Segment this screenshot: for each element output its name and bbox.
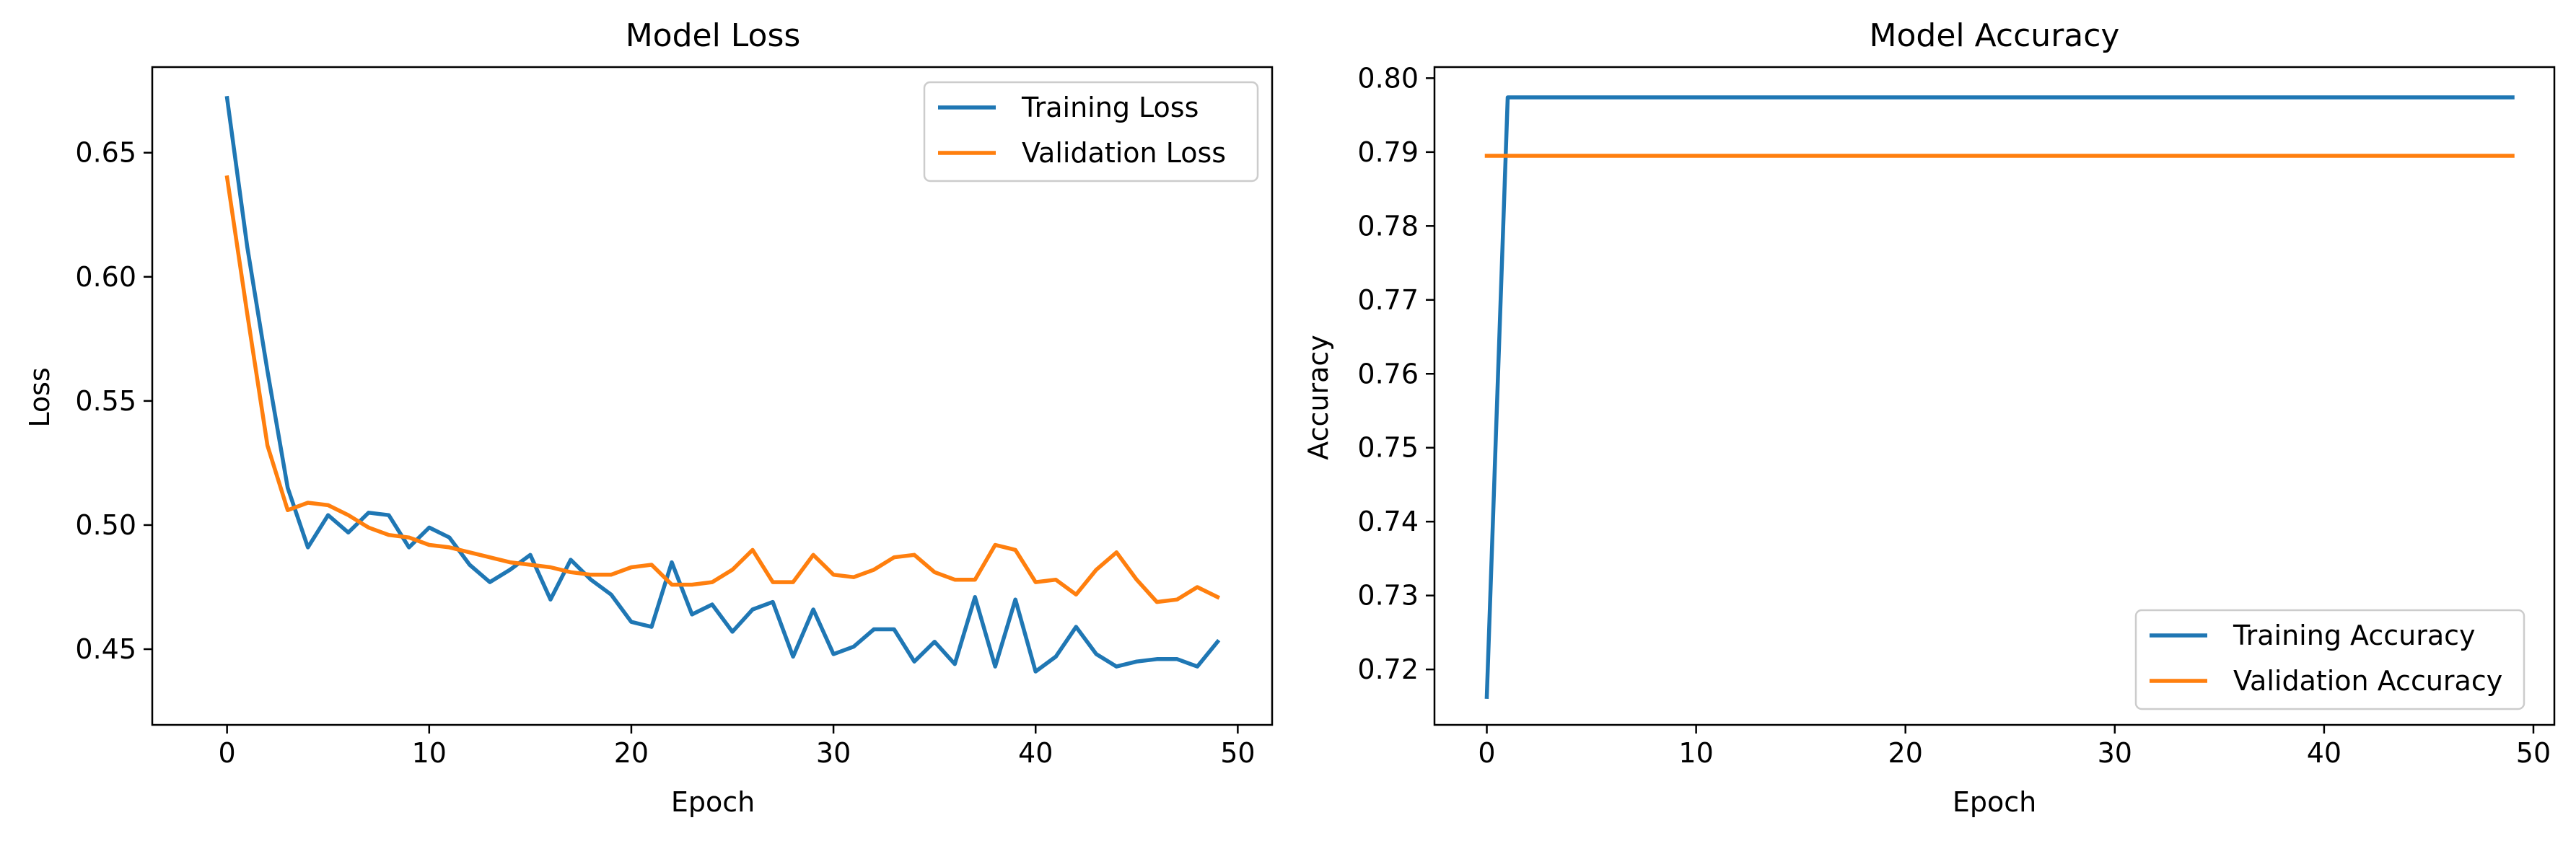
accuracy-x-tick-label: 20 [1888, 737, 1923, 769]
accuracy-y-tick-label: 0.76 [1357, 358, 1419, 389]
loss-chart: Model Loss 0 10 20 30 40 50 0.45 0.50 0.55 0.60 0.… [24, 17, 1274, 818]
loss-x-axis-label: Epoch [671, 786, 755, 818]
loss-x-tick-label: 50 [1220, 737, 1255, 769]
accuracy-chart-title: Model Accuracy [1870, 17, 2120, 54]
loss-legend: Training Loss Validation Loss [923, 81, 1259, 182]
accuracy-legend: Training Accuracy Validation Accuracy [2134, 609, 2525, 710]
accuracy-y-tick-label: 0.73 [1357, 580, 1419, 612]
loss-x-tick-label: 0 [219, 737, 236, 769]
loss-axes-frame [151, 66, 1274, 726]
loss-series-line-0 [224, 95, 1221, 674]
loss-x-tick-label: 30 [816, 737, 851, 769]
accuracy-y-tick-label: 0.72 [1357, 653, 1419, 685]
loss-legend-label-training: Training Loss [1021, 92, 1199, 123]
accuracy-x-tick-label: 50 [2516, 737, 2551, 769]
loss-x-tick-label: 10 [412, 737, 447, 769]
accuracy-x-tick-label: 10 [1678, 737, 1713, 769]
loss-plot-area [224, 95, 1221, 674]
accuracy-x-tick-label: 0 [1478, 737, 1495, 769]
accuracy-legend-box [2134, 609, 2525, 710]
loss-y-tick-label: 0.60 [75, 261, 136, 293]
loss-y-axis-label: Loss [24, 367, 56, 427]
accuracy-x-axis-label: Epoch [1953, 786, 2036, 818]
accuracy-y-tick-label: 0.79 [1357, 136, 1419, 168]
accuracy-legend-label-training: Training Accuracy [2233, 620, 2476, 651]
loss-y-tick-label: 0.45 [75, 633, 136, 665]
loss-legend-box [923, 81, 1259, 182]
accuracy-y-tick-label: 0.78 [1357, 210, 1419, 242]
loss-axes: 0 10 20 30 40 50 0.45 0.50 0.55 0.60 0.65 [75, 66, 1274, 769]
accuracy-y-tick-label: 0.80 [1357, 62, 1419, 94]
loss-legend-label-validation: Validation Loss [1022, 137, 1226, 169]
accuracy-y-tick-label: 0.77 [1357, 284, 1419, 316]
accuracy-y-axis-label: Accuracy [1302, 335, 1334, 460]
loss-x-tick-label: 40 [1018, 737, 1053, 769]
loss-chart-title: Model Loss [626, 17, 801, 54]
accuracy-plot-area [1484, 95, 2515, 699]
loss-series-line-1 [224, 175, 1221, 604]
accuracy-x-tick-label: 40 [2307, 737, 2341, 769]
loss-y-tick-label: 0.65 [75, 137, 136, 169]
loss-y-tick-label: 0.50 [75, 509, 136, 541]
accuracy-axes-frame [1433, 66, 2556, 726]
accuracy-y-tick-label: 0.74 [1357, 506, 1419, 537]
accuracy-chart: Model Accuracy 0 10 20 30 40 50 0.72 0.73 0.74 0.… [1302, 17, 2556, 818]
accuracy-x-tick-label: 30 [2098, 737, 2132, 769]
accuracy-series-line-0 [1484, 95, 2515, 699]
loss-x-tick-label: 20 [614, 737, 649, 769]
loss-y-tick-label: 0.55 [75, 385, 136, 417]
accuracy-axes: 0 10 20 30 40 50 0.72 0.73 0.74 0.75 0.76 0.77 0.78 0… [1357, 62, 2556, 769]
accuracy-legend-label-validation: Validation Accuracy [2233, 665, 2502, 697]
accuracy-y-tick-label: 0.75 [1357, 432, 1419, 464]
